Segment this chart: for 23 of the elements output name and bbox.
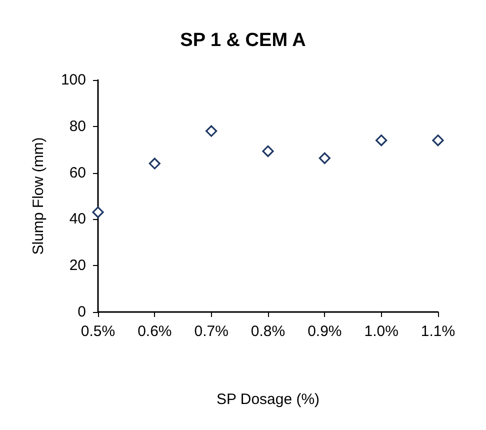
x-tick-label: 1.0% — [364, 323, 398, 340]
y-axis-title: Slump Flow (mm) — [30, 137, 47, 255]
y-tick-label: 40 — [69, 210, 86, 228]
chart-title: SP 1 & CEM A — [180, 30, 306, 51]
point — [318, 152, 330, 164]
x-tick-label: 0.5% — [80, 323, 116, 340]
x-axis-title: SP Dosage (%) — [216, 391, 320, 408]
x-tick-label: 0.7% — [194, 323, 228, 340]
point — [432, 134, 444, 146]
y-tick-label: 100 — [60, 72, 86, 88]
point — [376, 134, 388, 146]
x-tick-label: 0.8% — [250, 323, 286, 340]
x-tick-label: 0.9% — [308, 323, 342, 340]
point — [262, 145, 274, 158]
point — [148, 158, 160, 170]
y-tick-label: 0 — [78, 304, 86, 320]
point — [206, 125, 218, 137]
y-tick-label: 20 — [69, 257, 86, 274]
x-tick-label: 0.6% — [138, 323, 172, 340]
y-tick-label: 60 — [69, 164, 86, 182]
y-tick-label: 80 — [69, 118, 86, 135]
x-tick-label: 1.1% — [420, 323, 456, 340]
point — [92, 206, 104, 218]
